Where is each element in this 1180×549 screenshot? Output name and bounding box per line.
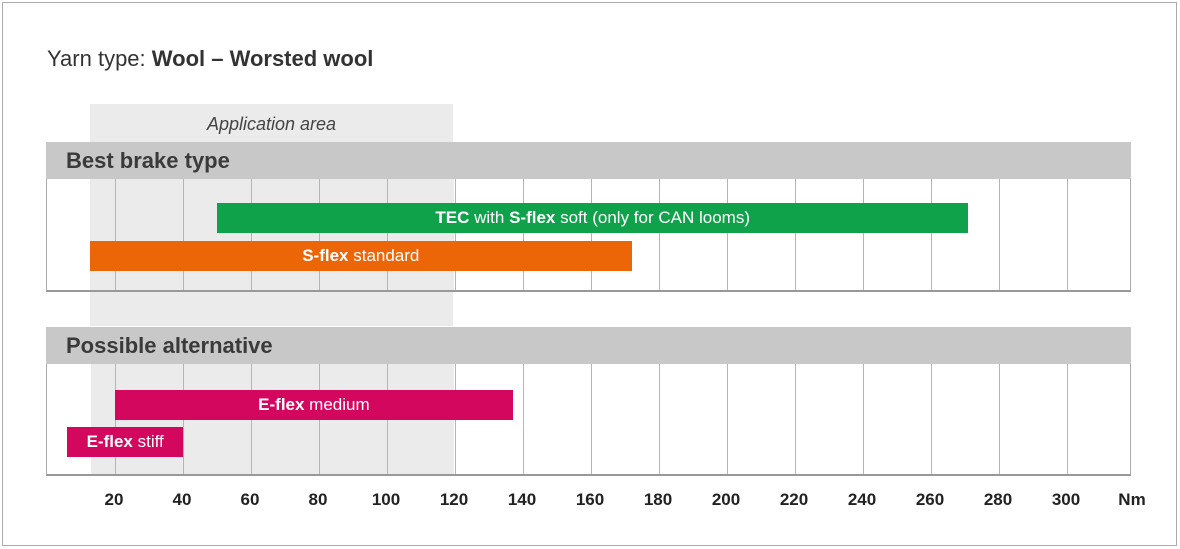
gridline bbox=[659, 179, 660, 290]
x-tick-label: 200 bbox=[711, 490, 741, 509]
plot-best: TEC with S-flex soft (only for CAN looms… bbox=[46, 179, 1131, 292]
gridline bbox=[795, 179, 796, 290]
x-tick-label: 140 bbox=[507, 490, 537, 509]
x-tick-label: 260 bbox=[915, 490, 945, 509]
x-tick-label: 40 bbox=[172, 490, 192, 509]
x-tick-label: 20 bbox=[104, 490, 124, 509]
section-header-alternative: Possible alternative bbox=[46, 327, 1131, 364]
range-bar: S-flex standard bbox=[89, 241, 632, 271]
gridline bbox=[931, 364, 932, 474]
x-tick-label: 80 bbox=[308, 490, 328, 509]
x-tick-label: 240 bbox=[847, 490, 877, 509]
gridline bbox=[931, 179, 932, 290]
gridline bbox=[727, 364, 728, 474]
gridline bbox=[795, 364, 796, 474]
x-tick-label: 220 bbox=[779, 490, 809, 509]
x-tick-label: 180 bbox=[643, 490, 673, 509]
application-area-label: Application area bbox=[206, 114, 337, 134]
x-tick-label: 280 bbox=[983, 490, 1013, 509]
gridline bbox=[999, 364, 1000, 474]
gridline bbox=[251, 179, 252, 290]
chart-title: Yarn type: Wool – Worsted wool bbox=[47, 46, 374, 71]
gridline bbox=[591, 364, 592, 474]
gridline bbox=[863, 179, 864, 290]
x-tick-label: 60 bbox=[240, 490, 260, 509]
range-bar: E-flex stiff bbox=[67, 427, 183, 457]
x-tick-label: 300 bbox=[1051, 490, 1081, 509]
gridline bbox=[183, 179, 184, 290]
gridline bbox=[591, 179, 592, 290]
gridline bbox=[999, 179, 1000, 290]
gridline bbox=[1067, 179, 1068, 290]
plot-alternative: E-flex medium E-flex stiff bbox=[46, 364, 1131, 476]
section-header-best: Best brake type bbox=[46, 142, 1131, 179]
gridline bbox=[115, 179, 116, 290]
gridline bbox=[523, 364, 524, 474]
range-bar: E-flex medium bbox=[115, 390, 513, 420]
application-area-shade bbox=[91, 179, 454, 290]
gridline bbox=[727, 179, 728, 290]
x-axis-unit: Nm bbox=[1118, 490, 1146, 509]
gridline bbox=[455, 179, 456, 290]
gridline bbox=[659, 364, 660, 474]
gridline bbox=[523, 179, 524, 290]
gridline bbox=[387, 179, 388, 290]
x-tick-label: 120 bbox=[439, 490, 469, 509]
gridline bbox=[863, 364, 864, 474]
gridline bbox=[1067, 364, 1068, 474]
range-bar: TEC with S-flex soft (only for CAN looms… bbox=[217, 203, 969, 233]
gridline bbox=[319, 179, 320, 290]
x-tick-label: 100 bbox=[371, 490, 401, 509]
x-tick-label: 160 bbox=[575, 490, 605, 509]
